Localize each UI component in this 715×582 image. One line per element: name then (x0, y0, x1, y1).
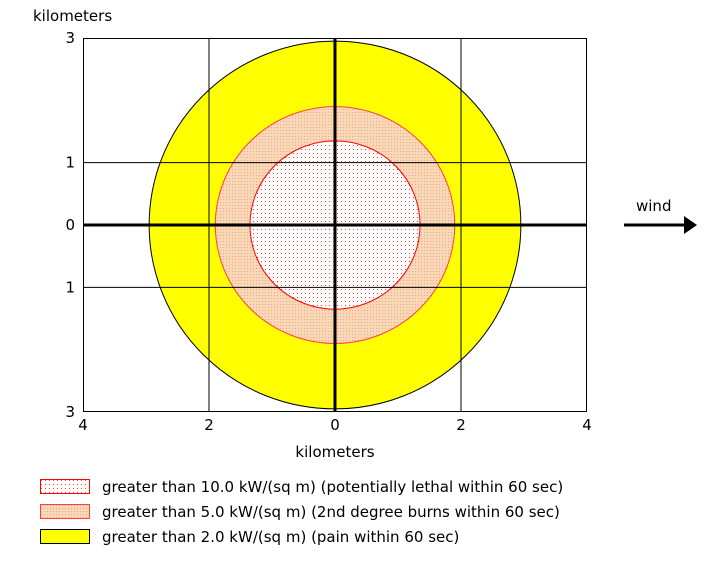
legend-label-pain: greater than 2.0 kW/(sq m) (pain within … (102, 527, 460, 546)
legend-swatch-burns (40, 504, 90, 519)
legend-label-burns: greater than 5.0 kW/(sq m) (2nd degree b… (102, 502, 560, 521)
legend-item-lethal: greater than 10.0 kW/(sq m) (potentially… (40, 474, 563, 499)
legend-swatch-pain (40, 529, 90, 544)
y-tick-label: 3 (65, 29, 75, 47)
y-axis-label: kilometers (33, 7, 112, 25)
axes-lines (83, 38, 587, 412)
legend-label-lethal: greater than 10.0 kW/(sq m) (potentially… (102, 477, 564, 496)
wind-arrow-icon (684, 216, 697, 234)
x-tick-label: 4 (78, 416, 88, 434)
x-tick-label: 4 (582, 416, 592, 434)
x-axis-label: kilometers (295, 443, 374, 461)
wind-label: wind (636, 197, 671, 215)
y-tick-label: 1 (65, 278, 75, 296)
x-tick-label: 2 (204, 416, 214, 434)
legend-item-burns: greater than 5.0 kW/(sq m) (2nd degree b… (40, 499, 563, 524)
legend-item-pain: greater than 2.0 kW/(sq m) (pain within … (40, 524, 563, 549)
y-tick-label: 1 (65, 154, 75, 172)
wind-indicator: wind (624, 197, 697, 234)
legend-swatch-lethal (40, 479, 90, 494)
y-tick-label: 3 (65, 403, 75, 421)
legend: greater than 10.0 kW/(sq m) (potentially… (40, 474, 563, 549)
x-tick-label: 2 (456, 416, 466, 434)
x-tick-label: 0 (330, 416, 340, 434)
y-tick-label: 0 (65, 216, 75, 234)
